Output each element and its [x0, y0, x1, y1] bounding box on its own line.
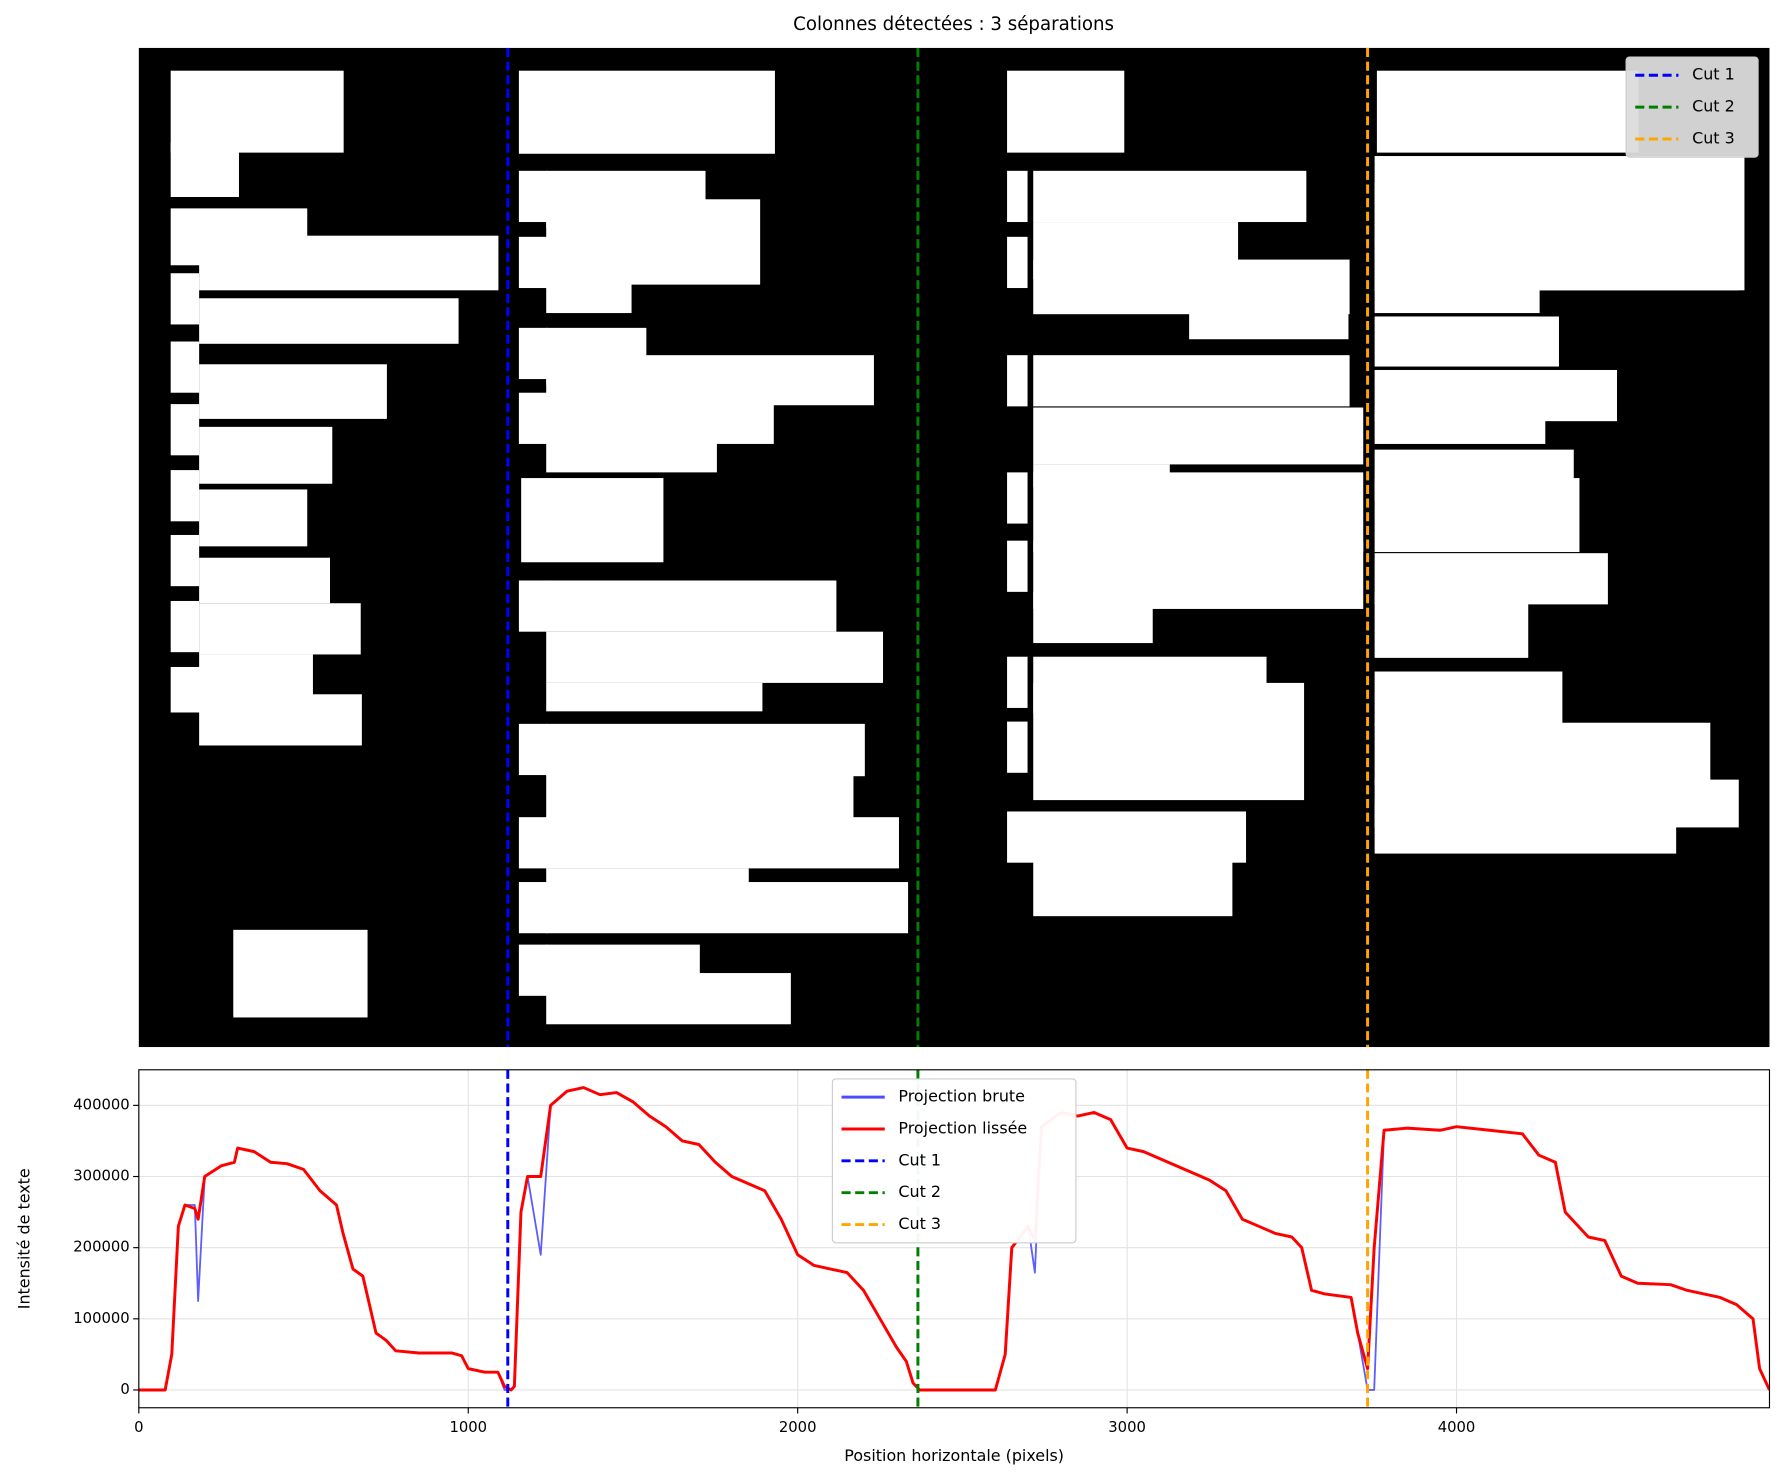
x-tick-label: 3000 [1108, 1419, 1146, 1436]
legend-box [1625, 56, 1759, 158]
y-tick-label: 300000 [73, 1168, 129, 1185]
axes-frame [138, 1069, 1771, 1409]
x-axis-label: Position horizontale (pixels) [844, 1446, 1064, 1465]
y-tick-label: 0 [120, 1381, 129, 1398]
legend-label: Cut 1 [1692, 65, 1735, 84]
legend-box [831, 1078, 1077, 1244]
y-axis-label: Intensité de texte [15, 1168, 34, 1309]
line [138, 1086, 1770, 1392]
legend-label: Projection brute [898, 1087, 1025, 1106]
legend: Projection brute Projection lissée Cut 1 Cu… [831, 1078, 1077, 1244]
legend-label: Cut 1 [898, 1150, 941, 1169]
x-tick-label: 2000 [779, 1419, 817, 1436]
y-tick-label: 400000 [73, 1096, 129, 1113]
cut-lines-top [506, 47, 1370, 1048]
text-blocks [170, 70, 1745, 1025]
legend-label: Cut 3 [898, 1214, 941, 1233]
legend: Cut 1 Cut 2 Cut 3 [1625, 56, 1759, 158]
x-tick-label: 0 [134, 1419, 143, 1436]
y-tick-label: 100000 [73, 1310, 129, 1327]
y-tick-label: 200000 [73, 1239, 129, 1256]
legend-label: Projection lissée [898, 1118, 1027, 1137]
chart-title: Colonnes détectées : 3 séparations [793, 14, 1114, 35]
legend-label: Cut 2 [898, 1182, 941, 1201]
legend-label: Cut 2 [1692, 97, 1735, 116]
legend-label: Cut 3 [1692, 128, 1735, 147]
x-tick-label: 4000 [1438, 1419, 1476, 1436]
x-tick-label: 1000 [449, 1419, 487, 1436]
